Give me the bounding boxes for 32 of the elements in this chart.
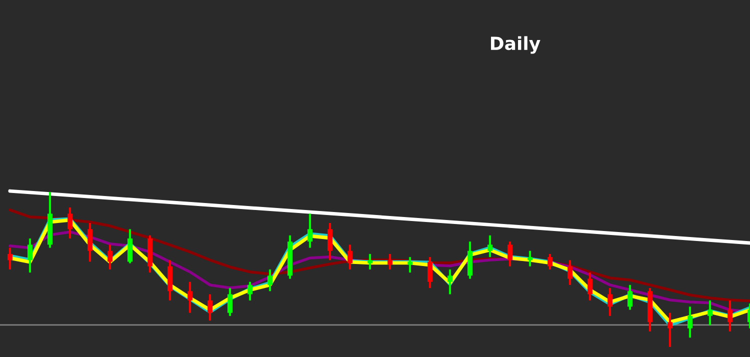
candlestick bbox=[548, 252, 552, 270]
candlestick bbox=[308, 212, 312, 249]
candlestick bbox=[628, 284, 632, 311]
chart-title: Daily bbox=[490, 36, 540, 54]
candlestick bbox=[248, 280, 252, 302]
candlestick bbox=[68, 206, 72, 240]
candlestick bbox=[688, 306, 692, 339]
candlestick bbox=[488, 234, 492, 258]
candlestick bbox=[708, 299, 712, 326]
candlestick bbox=[88, 222, 92, 263]
candlestick bbox=[228, 287, 232, 317]
candlestick bbox=[28, 237, 32, 274]
candlestick bbox=[428, 256, 432, 290]
candlestick bbox=[668, 312, 672, 348]
candlestick bbox=[188, 280, 192, 314]
candlestick bbox=[268, 268, 272, 292]
candlestick bbox=[348, 244, 352, 270]
candlestick bbox=[108, 244, 112, 270]
candlestick bbox=[128, 228, 132, 264]
candlestick bbox=[8, 246, 12, 270]
candlestick bbox=[588, 272, 592, 302]
candlestick bbox=[568, 259, 572, 286]
candlestick bbox=[408, 256, 412, 274]
candlestick bbox=[608, 287, 612, 317]
candlestick bbox=[388, 252, 392, 270]
candlestick bbox=[328, 222, 332, 262]
candlestick bbox=[448, 268, 452, 296]
candlestick bbox=[508, 240, 512, 268]
candlestick bbox=[368, 252, 372, 270]
candlestick bbox=[208, 293, 212, 322]
candlestick bbox=[528, 250, 532, 268]
candlestick bbox=[728, 299, 732, 332]
